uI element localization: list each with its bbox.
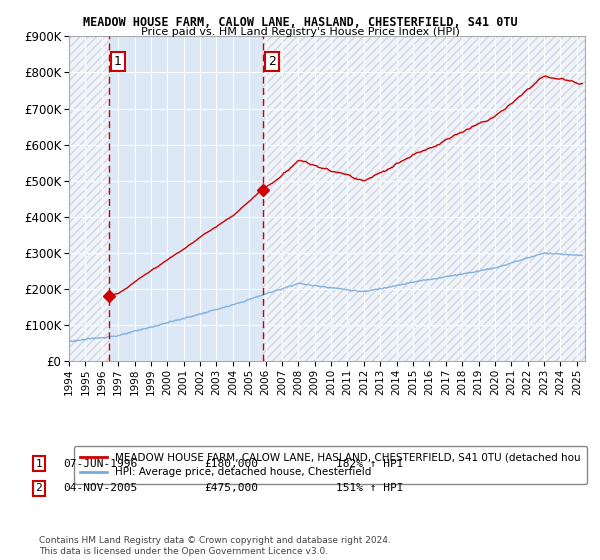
Text: 1: 1 (35, 459, 43, 469)
Text: 1: 1 (114, 55, 122, 68)
Text: MEADOW HOUSE FARM, CALOW LANE, HASLAND, CHESTERFIELD, S41 0TU: MEADOW HOUSE FARM, CALOW LANE, HASLAND, … (83, 16, 517, 29)
Bar (263, 36, 585, 361)
Text: 2: 2 (35, 483, 43, 493)
Text: 04-NOV-2005: 04-NOV-2005 (63, 483, 137, 493)
Text: Price paid vs. HM Land Registry's House Price Index (HPI): Price paid vs. HM Land Registry's House … (140, 27, 460, 37)
Text: £180,000: £180,000 (204, 459, 258, 469)
Bar (69, 36, 109, 361)
Text: Contains HM Land Registry data © Crown copyright and database right 2024.
This d: Contains HM Land Registry data © Crown c… (39, 536, 391, 556)
Text: 07-JUN-1996: 07-JUN-1996 (63, 459, 137, 469)
Legend: MEADOW HOUSE FARM, CALOW LANE, HASLAND, CHESTERFIELD, S41 0TU (detached hou, HPI: MEADOW HOUSE FARM, CALOW LANE, HASLAND, … (74, 446, 587, 484)
Text: 151% ↑ HPI: 151% ↑ HPI (336, 483, 404, 493)
Text: 2: 2 (268, 55, 276, 68)
Text: 182% ↑ HPI: 182% ↑ HPI (336, 459, 404, 469)
Text: £475,000: £475,000 (204, 483, 258, 493)
